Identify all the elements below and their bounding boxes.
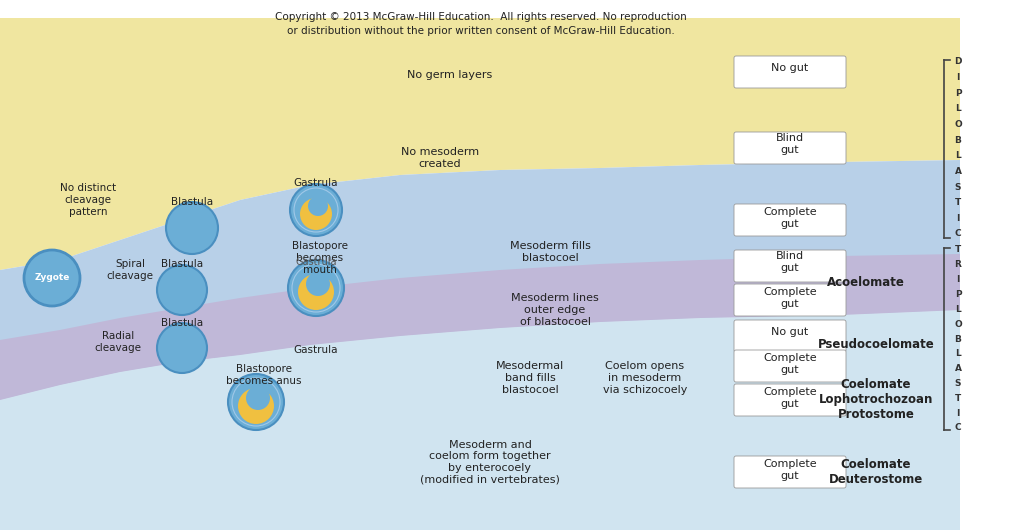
- Text: No gut: No gut: [772, 327, 808, 337]
- Text: B: B: [955, 334, 962, 343]
- Circle shape: [24, 250, 80, 306]
- Polygon shape: [0, 254, 960, 400]
- Text: No mesoderm
created: No mesoderm created: [401, 147, 479, 169]
- Text: Blastopore
becomes anus: Blastopore becomes anus: [226, 364, 301, 386]
- Text: Radial
cleavage: Radial cleavage: [94, 331, 141, 353]
- Text: Complete
gut: Complete gut: [763, 387, 817, 409]
- Text: No distinct
cleavage
pattern: No distinct cleavage pattern: [60, 183, 117, 217]
- Text: Spiral
cleavage: Spiral cleavage: [106, 259, 153, 281]
- Text: L: L: [956, 152, 961, 160]
- Text: D: D: [955, 57, 962, 66]
- Text: Mesoderm lines
outer edge
of blastocoel: Mesoderm lines outer edge of blastocoel: [511, 294, 599, 326]
- Circle shape: [246, 386, 270, 410]
- Text: Pseudocoelomate: Pseudocoelomate: [818, 339, 934, 351]
- FancyBboxPatch shape: [734, 284, 846, 316]
- Polygon shape: [0, 18, 960, 530]
- Circle shape: [157, 265, 207, 315]
- Text: Complete
gut: Complete gut: [763, 207, 817, 229]
- Text: Complete
gut: Complete gut: [763, 287, 817, 309]
- FancyBboxPatch shape: [734, 56, 846, 88]
- Text: Blastula: Blastula: [160, 318, 203, 328]
- Text: Mesodermal
band fills
blastocoel: Mesodermal band fills blastocoel: [496, 361, 564, 395]
- Circle shape: [290, 184, 342, 236]
- Text: S: S: [955, 379, 962, 388]
- Text: T: T: [955, 245, 961, 254]
- Text: Complete
gut: Complete gut: [763, 353, 817, 375]
- Circle shape: [308, 196, 328, 216]
- Text: P: P: [955, 89, 962, 98]
- Text: O: O: [955, 120, 962, 129]
- Text: T: T: [955, 394, 961, 403]
- Text: R: R: [955, 260, 962, 269]
- Text: L: L: [956, 104, 961, 113]
- FancyBboxPatch shape: [734, 350, 846, 382]
- Text: Gastrula: Gastrula: [293, 178, 338, 188]
- Text: T: T: [955, 198, 961, 207]
- Text: L: L: [956, 305, 961, 314]
- Text: Copyright © 2013 McGraw-Hill Education.  All rights reserved. No reproduction: Copyright © 2013 McGraw-Hill Education. …: [275, 12, 687, 22]
- Circle shape: [288, 260, 344, 316]
- Text: Blind
gut: Blind gut: [776, 133, 804, 155]
- Text: I: I: [957, 275, 960, 284]
- FancyBboxPatch shape: [734, 384, 846, 416]
- Circle shape: [166, 202, 218, 254]
- Text: Zygote: Zygote: [35, 273, 69, 282]
- Text: or distribution without the prior written consent of McGraw-Hill Education.: or distribution without the prior writte…: [287, 26, 675, 36]
- Text: S: S: [955, 183, 962, 191]
- Circle shape: [300, 198, 332, 230]
- Text: Blastula: Blastula: [171, 197, 213, 207]
- Polygon shape: [0, 430, 960, 530]
- Text: Gastrula: Gastrula: [293, 345, 338, 355]
- Text: I: I: [957, 73, 960, 82]
- Text: I: I: [957, 409, 960, 418]
- Text: Mesoderm fills
blastocoel: Mesoderm fills blastocoel: [510, 241, 591, 263]
- Polygon shape: [0, 160, 960, 400]
- Polygon shape: [0, 310, 960, 530]
- Text: Complete
gut: Complete gut: [763, 459, 817, 481]
- FancyBboxPatch shape: [734, 456, 846, 488]
- Text: A: A: [955, 364, 962, 373]
- Circle shape: [298, 274, 334, 310]
- Text: A: A: [955, 167, 962, 176]
- FancyBboxPatch shape: [734, 250, 846, 282]
- Text: C: C: [955, 229, 962, 239]
- Text: C: C: [955, 423, 962, 432]
- Text: Coelom opens
in mesoderm
via schizocoely: Coelom opens in mesoderm via schizocoely: [603, 361, 687, 395]
- Text: No gut: No gut: [772, 63, 808, 73]
- Text: No germ layers: No germ layers: [408, 70, 493, 80]
- FancyBboxPatch shape: [734, 132, 846, 164]
- Text: Blastula: Blastula: [160, 259, 203, 269]
- Circle shape: [157, 323, 207, 373]
- Text: O: O: [955, 320, 962, 329]
- Text: B: B: [955, 136, 962, 145]
- FancyBboxPatch shape: [734, 204, 846, 236]
- Text: Acoelomate: Acoelomate: [827, 276, 904, 288]
- Circle shape: [306, 272, 330, 296]
- Text: P: P: [955, 290, 962, 299]
- Text: Coelomate
Deuterostome: Coelomate Deuterostome: [829, 458, 923, 486]
- Text: Blind
gut: Blind gut: [776, 251, 804, 273]
- Circle shape: [228, 374, 284, 430]
- Text: Mesoderm and
coelom form together
by enterocoely
(modified in vertebrates): Mesoderm and coelom form together by ent…: [420, 439, 560, 484]
- Text: Coelomate
Lophotrochozoan
Protostome: Coelomate Lophotrochozoan Protostome: [819, 378, 933, 421]
- Text: Blastopore
becomes
mouth: Blastopore becomes mouth: [292, 241, 349, 275]
- Text: I: I: [957, 214, 960, 223]
- Text: Gastrula: Gastrula: [295, 257, 337, 267]
- FancyBboxPatch shape: [734, 320, 846, 352]
- Text: L: L: [956, 349, 961, 358]
- Circle shape: [238, 388, 274, 424]
